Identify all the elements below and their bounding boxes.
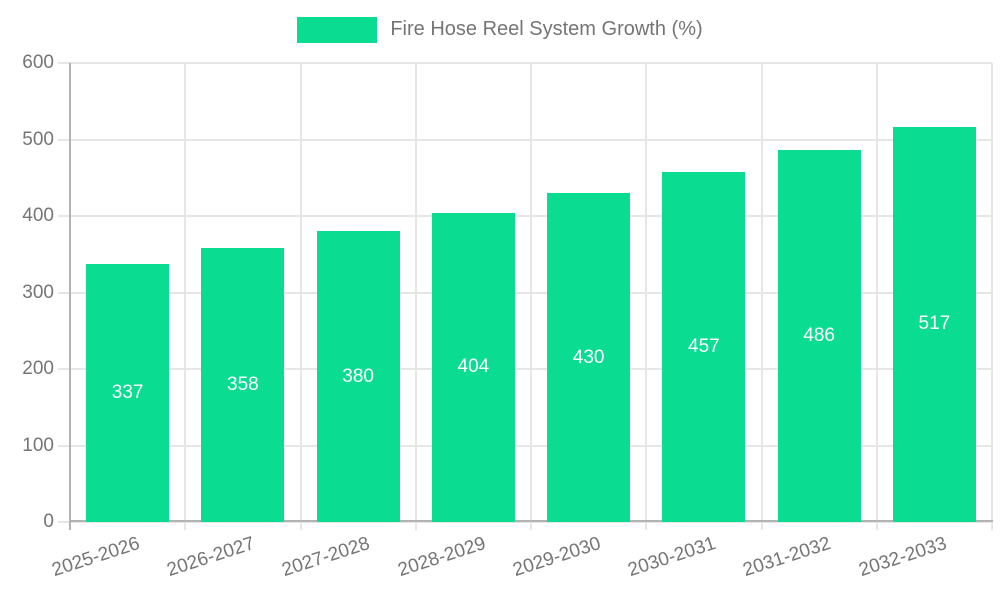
bar[interactable]: 517 [892,126,976,522]
x-axis-tick-label: 2028-2029 [394,533,488,582]
y-axis-tick-label: 500 [22,128,54,150]
bar-value-label: 380 [342,365,374,387]
bar[interactable]: 404 [431,212,515,522]
bar-value-label: 457 [688,336,720,358]
y-axis-tick-label: 600 [22,52,54,73]
bar-value-label: 404 [457,356,490,378]
y-axis-tick-label: 100 [22,434,54,456]
x-axis-tick-label: 2027-2028 [279,533,373,582]
y-axis-tick-label: 0 [43,511,54,532]
bar-value-label: 517 [918,313,951,335]
gridline-horizontal [58,444,992,447]
bar-value-label: 430 [572,346,605,368]
gridline-horizontal [58,138,992,141]
gridline-vertical [299,63,302,530]
bar-value-label: 358 [227,374,259,396]
gridline-horizontal [58,521,992,523]
gridline-vertical [645,63,648,530]
gridline-horizontal [58,368,992,370]
plot-area: 337 358 380 404 430 457 486 517 [58,62,993,530]
bar[interactable]: 337 [86,264,170,522]
y-axis-line [69,63,71,530]
gridline-vertical [760,63,763,530]
gridline-vertical [875,63,878,530]
bar[interactable]: 358 [201,248,285,522]
gridline-horizontal [58,62,992,64]
bar[interactable]: 486 [777,150,861,522]
gridline-vertical [530,63,532,530]
y-axis-tick-label: 300 [22,281,54,303]
bar[interactable]: 457 [662,172,746,522]
y-axis-tick-label: 200 [22,358,54,379]
gridline-vertical [184,63,187,530]
x-axis-tick-label: 2030-2031 [625,533,719,582]
bar-value-label: 486 [803,325,835,347]
x-axis-tick-label: 2029-2030 [510,533,604,582]
bar[interactable]: 430 [547,193,631,522]
legend-label: Fire Hose Reel System Growth (%) [390,18,703,40]
legend-swatch [297,16,378,43]
x-axis-tick-label: 2031-2032 [740,533,834,582]
legend: Fire Hose Reel System Growth (%) [0,16,1000,43]
x-axis-line [69,520,993,522]
bar-value-label: 337 [111,382,144,404]
x-axis-tick-label: 2026-2027 [164,533,258,582]
gridline-horizontal [58,291,992,294]
gridline-horizontal [58,215,992,217]
y-axis-tick-label: 400 [22,205,54,226]
gridline-vertical [414,63,417,530]
x-axis-tick-label: 2032-2033 [855,533,949,582]
bar[interactable]: 380 [316,231,400,522]
gridline-vertical [991,63,993,530]
x-axis-tick-label: 2025-2026 [49,533,143,582]
